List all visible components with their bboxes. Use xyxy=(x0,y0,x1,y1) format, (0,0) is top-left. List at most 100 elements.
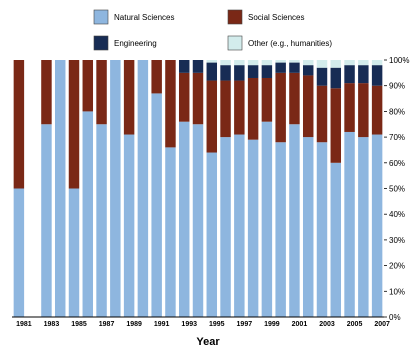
bar-segment-1991-series-1 xyxy=(151,60,162,94)
bar-segment-2005-series-3 xyxy=(344,60,355,66)
bar-segment-2000-series-1 xyxy=(275,72,286,143)
bar-segment-1989-series-0 xyxy=(123,134,135,317)
bar-segment-1996-series-0 xyxy=(220,137,231,317)
bar-segment-2007-series-1 xyxy=(371,85,383,135)
bar-segment-2004-series-3 xyxy=(330,60,342,68)
legend: Natural Sciences Social Sciences Engineeri… xyxy=(93,9,332,51)
y-tick-label: 100% xyxy=(389,56,409,65)
bar-segment-2001-series-3 xyxy=(289,60,300,63)
bar-segment-1981-series-1 xyxy=(13,60,25,189)
bar-segment-2005-series-1 xyxy=(344,83,355,132)
x-tick-label: 1993 xyxy=(181,321,197,328)
bar-segment-2004-series-1 xyxy=(330,88,342,163)
bar-segment-2000-series-3 xyxy=(275,60,286,63)
bar-segment-1989-series-1 xyxy=(123,60,135,135)
x-tick-label: 1989 xyxy=(126,321,142,328)
bar-segment-2006-series-3 xyxy=(358,60,369,66)
bar-segment-1999-series-2 xyxy=(261,65,273,78)
bar-segment-1999-series-1 xyxy=(261,77,273,122)
bar-segment-1995-series-1 xyxy=(206,80,218,153)
bar-segment-1985-series-1 xyxy=(68,60,80,189)
bar-segment-1998-series-1 xyxy=(247,77,259,140)
x-tick-label: 1997 xyxy=(237,321,253,328)
x-axis: 1981 1983 1985 1987 1989 1991 1993 1995 1997 1999… xyxy=(12,316,390,328)
y-tick-label: 80% xyxy=(389,107,405,116)
legend-label: Social Sciences xyxy=(248,13,304,22)
y-tick-label: 0% xyxy=(389,313,401,322)
bar-segment-2003-series-1 xyxy=(316,85,328,143)
bar-segment-1998-series-0 xyxy=(247,139,259,317)
bar-segment-1997-series-1 xyxy=(234,80,245,135)
x-tick-label: 2001 xyxy=(292,321,308,328)
bar-segment-2004-series-2 xyxy=(330,67,342,89)
y-tick-label: 60% xyxy=(389,159,405,168)
bar-segment-1994-series-0 xyxy=(192,124,204,317)
bar-segment-2000-series-2 xyxy=(275,62,286,73)
bar-segment-2002-series-0 xyxy=(302,137,314,317)
bar-segment-1990-series-0 xyxy=(137,60,149,317)
bar-segment-2006-series-1 xyxy=(358,83,369,138)
bar-segment-2003-series-3 xyxy=(316,60,328,68)
x-tick-label: 2003 xyxy=(319,321,335,328)
bar-segment-2003-series-2 xyxy=(316,67,328,86)
x-tick-label: 2007 xyxy=(374,321,390,328)
bar-segment-1985-series-0 xyxy=(68,188,80,317)
bar-segment-1987-series-0 xyxy=(96,124,107,317)
plot-area xyxy=(13,60,383,318)
bar-segment-1997-series-2 xyxy=(234,65,245,81)
x-tick-label: 1987 xyxy=(99,321,115,328)
bar-segment-1993-series-2 xyxy=(178,60,190,73)
x-tick-label: 1983 xyxy=(44,321,60,328)
legend-swatch xyxy=(93,9,109,25)
bar-segment-1995-series-2 xyxy=(206,62,218,81)
bar-segment-2007-series-0 xyxy=(371,134,383,317)
bar-segment-1995-series-3 xyxy=(206,60,218,63)
bar-segment-2007-series-3 xyxy=(371,60,383,66)
bar-segment-1986-series-0 xyxy=(82,111,94,318)
y-tick-label: 50% xyxy=(389,185,405,194)
bar-segment-1988-series-0 xyxy=(110,60,121,317)
y-tick-label: 40% xyxy=(389,210,405,219)
legend-label: Engineering xyxy=(114,39,157,48)
bar-segment-1991-series-0 xyxy=(151,93,162,317)
bar-segment-1997-series-3 xyxy=(234,60,245,66)
x-tick-label: 1985 xyxy=(71,321,87,328)
bar-segment-1983-series-0 xyxy=(41,124,52,317)
bar-segment-2005-series-2 xyxy=(344,65,355,84)
legend-label: Natural Sciences xyxy=(114,13,174,22)
bar-segment-1999-series-0 xyxy=(261,121,273,318)
bar-segment-1996-series-1 xyxy=(220,80,231,138)
y-tick-label: 20% xyxy=(389,262,405,271)
bar-segment-1995-series-0 xyxy=(206,152,218,317)
bar-segment-2006-series-2 xyxy=(358,65,369,84)
legend-swatch xyxy=(93,35,109,51)
bar-segment-1984-series-0 xyxy=(54,60,66,317)
legend-swatch xyxy=(227,9,243,25)
bar-segment-1994-series-2 xyxy=(192,60,204,73)
bar-segment-1999-series-3 xyxy=(261,60,273,66)
bar-segment-2002-series-3 xyxy=(302,60,314,66)
y-tick-label: 10% xyxy=(389,287,405,296)
bar-segment-1993-series-1 xyxy=(178,72,190,122)
bar-segment-1987-series-1 xyxy=(96,60,107,125)
bar-segment-1986-series-1 xyxy=(82,60,94,112)
bar-segment-1998-series-2 xyxy=(247,65,259,78)
bar-segment-1992-series-1 xyxy=(165,60,176,148)
bar-segment-2002-series-1 xyxy=(302,75,314,138)
bar-segment-2004-series-0 xyxy=(330,162,342,317)
y-tick-label: 70% xyxy=(389,133,405,142)
bar-segment-2005-series-0 xyxy=(344,131,355,317)
x-tick-label: 1991 xyxy=(154,321,170,328)
bar-segment-2001-series-2 xyxy=(289,62,300,73)
x-axis-title: Year xyxy=(196,336,220,347)
legend-swatch xyxy=(227,35,243,51)
legend-label: Other (e.g., humanities) xyxy=(248,39,332,48)
bar-segment-2001-series-0 xyxy=(289,124,300,317)
y-tick-label: 30% xyxy=(389,236,405,245)
y-axis: 0% 10% 20% 30% 40% 50% 60% 70% 80% 90% 100% xyxy=(384,56,409,322)
bar-segment-1998-series-3 xyxy=(247,60,259,66)
x-tick-label: 2005 xyxy=(347,321,363,328)
bar-segment-2002-series-2 xyxy=(302,65,314,76)
bar-segment-1981-series-0 xyxy=(13,188,25,317)
